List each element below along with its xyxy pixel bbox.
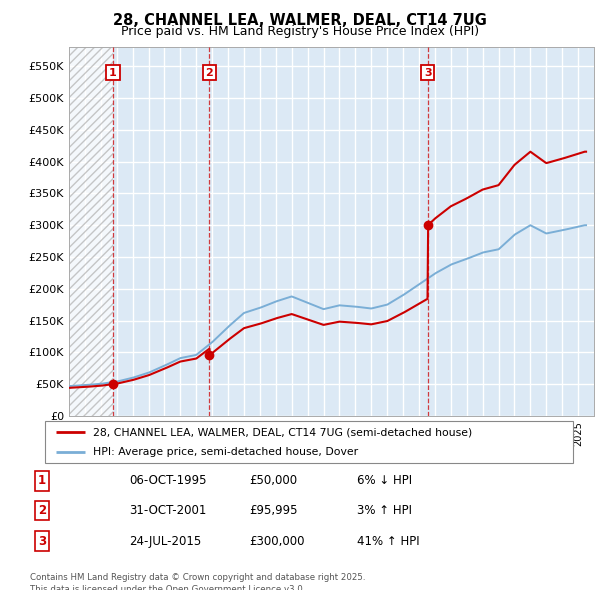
Text: 28, CHANNEL LEA, WALMER, DEAL, CT14 7UG: 28, CHANNEL LEA, WALMER, DEAL, CT14 7UG [113, 13, 487, 28]
Text: £95,995: £95,995 [249, 504, 298, 517]
Text: HPI: Average price, semi-detached house, Dover: HPI: Average price, semi-detached house,… [92, 447, 358, 457]
Text: 6% ↓ HPI: 6% ↓ HPI [357, 474, 412, 487]
Text: 2: 2 [206, 68, 214, 78]
FancyBboxPatch shape [45, 421, 573, 463]
Text: 41% ↑ HPI: 41% ↑ HPI [357, 535, 419, 548]
Text: 2: 2 [38, 504, 46, 517]
Text: 24-JUL-2015: 24-JUL-2015 [129, 535, 201, 548]
Text: 3: 3 [424, 68, 432, 78]
Text: 31-OCT-2001: 31-OCT-2001 [129, 504, 206, 517]
Text: 28, CHANNEL LEA, WALMER, DEAL, CT14 7UG (semi-detached house): 28, CHANNEL LEA, WALMER, DEAL, CT14 7UG … [92, 427, 472, 437]
Text: 3% ↑ HPI: 3% ↑ HPI [357, 504, 412, 517]
Text: £50,000: £50,000 [249, 474, 297, 487]
Text: 3: 3 [38, 535, 46, 548]
Text: 1: 1 [38, 474, 46, 487]
Text: £300,000: £300,000 [249, 535, 305, 548]
Text: 1: 1 [109, 68, 117, 78]
Text: Price paid vs. HM Land Registry's House Price Index (HPI): Price paid vs. HM Land Registry's House … [121, 25, 479, 38]
Text: Contains HM Land Registry data © Crown copyright and database right 2025.
This d: Contains HM Land Registry data © Crown c… [30, 573, 365, 590]
Text: 06-OCT-1995: 06-OCT-1995 [129, 474, 206, 487]
